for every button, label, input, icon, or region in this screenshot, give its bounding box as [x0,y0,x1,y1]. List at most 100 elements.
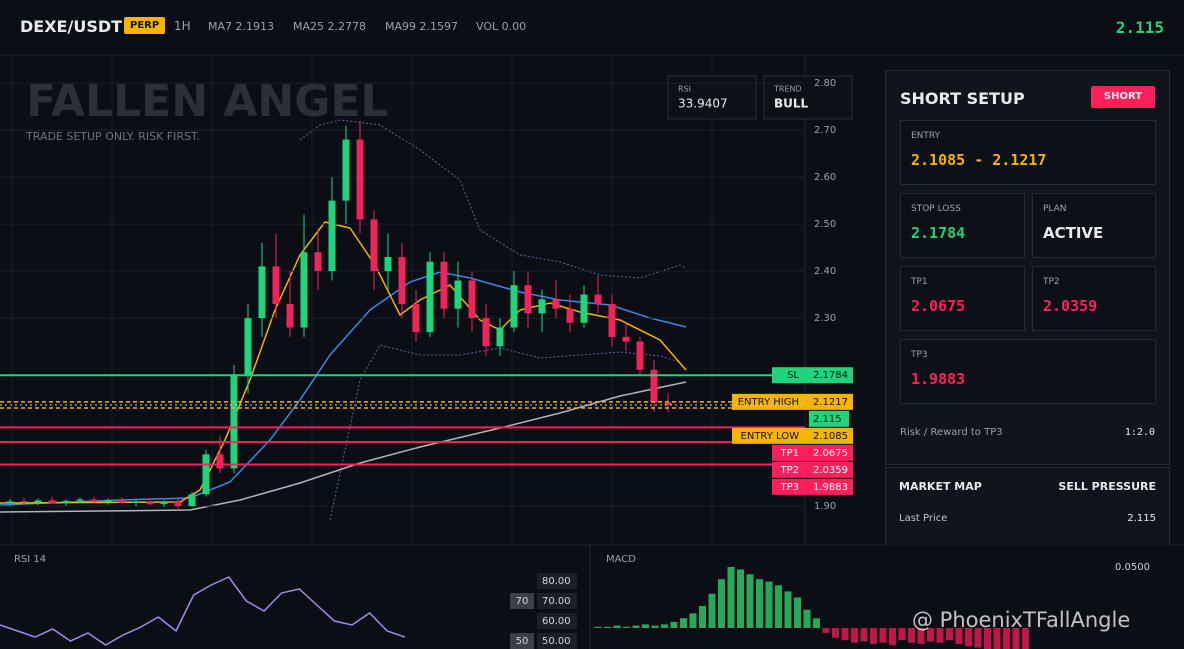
macd-bar [718,579,725,629]
candle-body [552,299,560,309]
level-value: 2.1217 [813,397,848,408]
rsi-tick-label: 50.00 [542,636,571,647]
candle-body [146,501,154,505]
candle-body [132,501,140,503]
rsi-tick-label: 70.00 [542,596,571,607]
trend-widget-value: BULL [774,97,809,111]
candle-body [90,499,98,502]
tp2-card: TP2 2.0359 [1032,266,1156,331]
candle-body [398,257,406,304]
candle-body [76,499,84,501]
macd-bar [851,628,858,643]
candle-body [216,454,224,469]
level-name: TP1 [779,448,799,459]
macd-bar [803,609,811,629]
last-value: 2.115 [1127,513,1156,524]
macd-bar [699,606,706,629]
macd-bar [974,628,982,648]
last-price-label: 2.115 [813,414,842,425]
level-name: ENTRY LOW [741,431,800,442]
candle-body [62,500,70,504]
macd-bar [680,618,687,629]
candle-body [412,303,420,333]
macd-bar [689,613,697,629]
candle-body [244,318,252,375]
rsi-level-bg [510,633,534,649]
macd-bar [860,628,868,642]
macd-tick-label: 0.0500 [1115,562,1150,573]
macd-bar [822,628,830,633]
stop-label: STOP LOSS [911,204,961,214]
candle-body [538,299,546,314]
rsi-tick-bg [537,633,577,649]
stop-card: STOP LOSS 2.1784 [900,193,1025,258]
macd-bar [889,628,896,646]
macd-bar [756,579,763,629]
candle-body [510,285,518,328]
level-tag [732,427,853,444]
price-tick-label: 2.40 [814,266,836,277]
candle-body [188,494,196,507]
tp3-label: TP3 [911,350,928,360]
macd-bar [594,626,602,629]
macd-bar [661,624,668,629]
level-tag [772,478,853,495]
level-value: 2.0675 [813,448,848,459]
tp1-label: TP1 [911,277,928,287]
price-tick-label: 2.80 [814,78,836,89]
candle-body [300,252,308,328]
candle-body [174,501,182,507]
band-upper [299,119,687,279]
rsi-line [0,576,406,646]
candle-body [20,501,28,503]
last-price-tag [809,410,849,427]
macd-bar [670,621,678,629]
level-name: TP3 [779,482,799,493]
macd-bar [965,628,972,647]
candle-body [496,327,504,347]
candle-body [6,501,14,504]
price-tick-label: 1.90 [814,501,836,512]
candle-body [328,200,336,272]
entry-value: 2.1085 - 2.1217 [911,151,1047,169]
tp1-value: 2.0675 [911,297,966,315]
entry-card: ENTRY 2.1085 - 2.1217 [900,120,1156,185]
macd-bar [984,628,991,649]
candle-body [426,261,434,333]
rsi-level-label: 70 [516,596,529,607]
interval[interactable]: 1H [174,19,191,33]
rsi-tick-bg [537,593,577,609]
candle-body [650,369,658,403]
rsi-tick-bg [537,613,577,629]
tp2-label: TP2 [1043,277,1060,287]
level-name: TP2 [779,465,799,476]
tp2-value: 2.0359 [1043,297,1098,315]
macd-bar [613,625,621,629]
rsi-tick-label: 80.00 [542,576,571,587]
level-tag [772,367,853,384]
candle-body [34,500,42,503]
level-value: 2.0359 [813,465,848,476]
band-lower [329,344,681,521]
market-panel: MARKET MAP SELL PRESSURE Last Price 2.11… [885,467,1170,546]
macd-bar [794,597,801,629]
level-tag [732,393,853,410]
trend-widget-label: TREND [773,85,802,94]
candle-body [230,374,238,469]
short-badge[interactable]: SHORT [1091,86,1155,108]
macd-bar [765,581,773,629]
macd-bar [955,628,963,644]
ma99: MA99 2.1597 [385,20,458,33]
candle-body [482,318,490,347]
candle-body [594,294,602,304]
plan-card: PLAN ACTIVE [1032,193,1156,258]
candle-body [454,280,462,309]
macd-bar [813,618,820,629]
macd-bar [917,628,925,644]
candle-body [118,499,126,503]
volume: VOL 0.00 [476,20,527,33]
candle-body [160,501,168,505]
candle-body [636,341,644,370]
